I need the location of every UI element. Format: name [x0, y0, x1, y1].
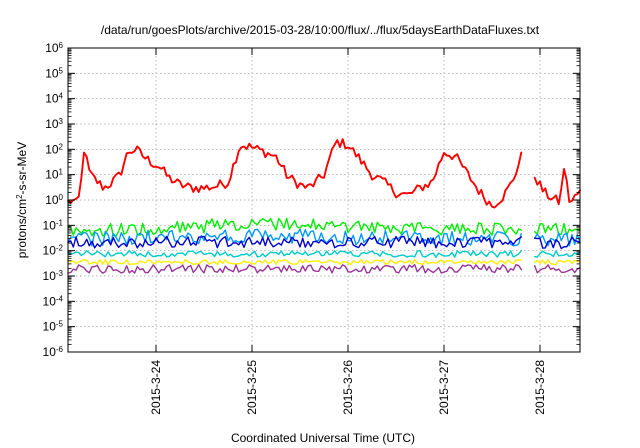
y-tick-base: 10	[45, 117, 59, 131]
y-tick-label: 103	[45, 117, 63, 132]
y-tick-base: 10	[45, 168, 59, 182]
x-tick-label: 2015-3-24	[149, 360, 163, 415]
y-tick-base: 10	[43, 294, 57, 308]
y-tick-base: 10	[45, 66, 59, 80]
y-tick-base: 10	[43, 320, 57, 334]
y-tick-label: 10-4	[43, 294, 64, 309]
y-tick-label: 104	[45, 91, 63, 106]
y-tick-label: 10-5	[43, 319, 64, 334]
series-line-2	[67, 217, 581, 237]
chart-title: /data/run/goesPlots/archive/2015-03-28/1…	[101, 23, 540, 37]
y-tick-label: 106	[45, 41, 63, 56]
y-tick-exponent: -4	[56, 294, 64, 303]
y-tick-exponent: 1	[59, 167, 64, 176]
y-tick-label: 100	[45, 193, 63, 208]
series-line-1	[67, 138, 581, 209]
y-tick-base: 10	[43, 218, 57, 232]
y-tick-base: 10	[45, 142, 59, 156]
y-tick-exponent: 6	[59, 41, 64, 50]
series-line-5	[67, 250, 581, 258]
y-tick-exponent: 2	[59, 142, 64, 151]
y-tick-exponent: -5	[56, 319, 64, 328]
y-tick-base: 10	[45, 193, 59, 207]
y-tick-base: 10	[43, 345, 57, 359]
y-tick-exponent: 4	[59, 91, 64, 100]
y-axis-label-pre: protons/cm	[15, 199, 29, 258]
y-tick-base: 10	[43, 269, 57, 283]
y-tick-base: 10	[45, 92, 59, 106]
x-axis-label: Coordinated Universal Time (UTC)	[231, 431, 415, 445]
y-tick-label: 10-3	[43, 269, 64, 284]
y-axis-label-sup: 2	[15, 194, 24, 199]
y-tick-exponent: -1	[56, 218, 64, 227]
y-tick-exponent: -2	[56, 243, 64, 252]
y-tick-exponent: -6	[56, 345, 64, 354]
series-line-3	[67, 228, 581, 247]
series-line-6	[67, 258, 581, 266]
x-tick-label: 2015-3-27	[437, 360, 451, 415]
y-axis-label-post: -s-sr-MeV	[15, 142, 29, 195]
y-tick-exponent: 0	[59, 193, 64, 202]
x-tick-label: 2015-3-28	[533, 360, 547, 415]
y-axis-label: protons/cm2-s-sr-MeV	[15, 142, 30, 258]
y-tick-label: 102	[45, 142, 63, 157]
series-layer	[67, 138, 581, 274]
y-tick-labels: 10-610-510-410-310-210-11001011021031041…	[43, 41, 64, 360]
y-tick-exponent: 5	[59, 66, 64, 75]
x-tick-labels: 2015-3-24 2015-3-25 2015-3-26 2015-3-27 2015…	[149, 360, 547, 415]
tick-marks	[68, 47, 580, 353]
y-tick-base: 10	[45, 41, 59, 55]
y-tick-exponent: 3	[59, 117, 64, 126]
y-tick-label: 10-6	[43, 345, 64, 360]
y-tick-exponent: -3	[56, 269, 64, 278]
y-tick-label: 101	[45, 167, 63, 182]
y-tick-label: 105	[45, 66, 63, 81]
y-tick-label: 10-1	[43, 218, 64, 233]
y-tick-label: 10-2	[43, 243, 64, 258]
series-line-4	[67, 235, 581, 250]
x-tick-label: 2015-3-26	[341, 360, 355, 415]
series-line-7	[67, 264, 581, 274]
x-tick-label: 2015-3-25	[245, 360, 259, 415]
y-tick-base: 10	[43, 244, 57, 258]
